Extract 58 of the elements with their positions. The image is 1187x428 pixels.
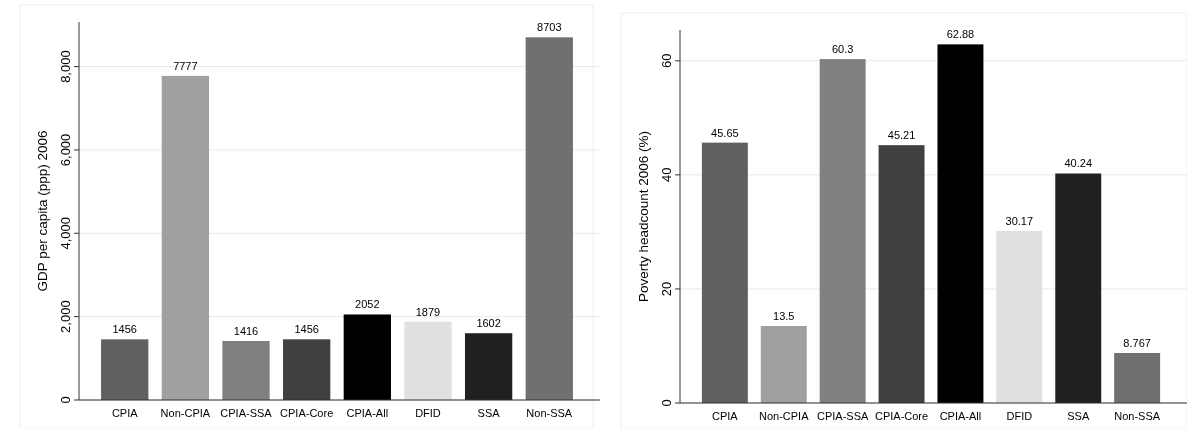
- x-tick-label: CPIA-Core: [280, 407, 334, 419]
- y-tick-label: 8,000: [58, 50, 73, 83]
- y-axis-title: GDP per capita (ppp) 2006: [35, 130, 50, 292]
- y-tick-label: 20: [659, 281, 674, 297]
- bar: [464, 333, 513, 400]
- x-tick-label: CPIA: [712, 410, 739, 422]
- bar: [937, 44, 984, 403]
- data-label: 45.65: [711, 126, 739, 139]
- x-tick-label: CPIA-All: [939, 410, 982, 422]
- data-label: 1416: [233, 324, 259, 337]
- y-tick-label: 40: [659, 167, 674, 183]
- x-tick-label: CPIA-Core: [874, 410, 929, 422]
- data-label: 60.3: [831, 43, 854, 56]
- x-tick-label: DFID: [1006, 410, 1033, 422]
- data-label: 1456: [112, 323, 137, 336]
- x-tick-label: Non-CPIA: [160, 407, 211, 419]
- bar: [819, 59, 866, 403]
- data-label: 1602: [476, 317, 501, 330]
- y-tick-label: 2,000: [58, 300, 73, 333]
- x-tick-label: CPIA: [111, 407, 139, 419]
- data-label: 45.21: [887, 129, 916, 142]
- y-tick-label: 0: [58, 396, 73, 404]
- data-label: 7777: [173, 59, 198, 72]
- data-label: 40.24: [1064, 157, 1093, 170]
- data-label: 62.88: [946, 28, 975, 41]
- bar: [404, 321, 452, 400]
- x-tick-label: CPIA-SSA: [220, 407, 273, 419]
- bar: [1055, 173, 1102, 403]
- data-label: 1456: [294, 323, 319, 336]
- x-tick-label: Non-CPIA: [758, 410, 810, 422]
- bar: [525, 37, 573, 400]
- x-tick-label: Non-SSA: [1114, 410, 1161, 422]
- x-tick-label: CPIA-SSA: [816, 410, 869, 422]
- bar: [101, 339, 149, 400]
- bar: [701, 142, 748, 403]
- x-tick-label: SSA: [477, 407, 501, 419]
- data-label: 1879: [415, 305, 441, 318]
- data-label: 8.767: [1123, 337, 1151, 349]
- bar: [283, 339, 331, 400]
- bar: [760, 326, 807, 403]
- data-label: 8703: [537, 21, 562, 34]
- bar: [161, 75, 210, 400]
- data-label: 30.17: [1005, 214, 1034, 227]
- bar: [343, 314, 391, 400]
- x-tick-label: CPIA-All: [346, 407, 389, 419]
- y-tick-label: 6,000: [58, 133, 73, 167]
- y-axis-title: Poverty headcount 2006 (%): [636, 130, 651, 303]
- y-tick-label: 60: [659, 53, 674, 69]
- x-tick-label: DFID: [415, 407, 441, 419]
- bar: [222, 340, 270, 400]
- y-tick-label: 0: [659, 399, 674, 407]
- bar: [878, 145, 925, 403]
- x-tick-label: Non-SSA: [526, 407, 573, 419]
- bar: [1114, 353, 1161, 403]
- data-label: 13.5: [773, 310, 795, 322]
- y-tick-label: 4,000: [58, 217, 73, 250]
- data-label: 2052: [355, 298, 380, 311]
- x-tick-label: SSA: [1067, 410, 1090, 422]
